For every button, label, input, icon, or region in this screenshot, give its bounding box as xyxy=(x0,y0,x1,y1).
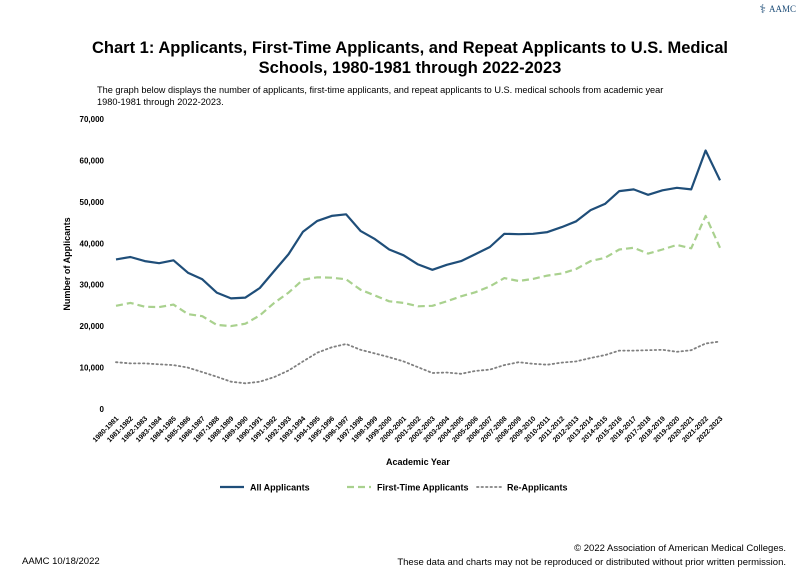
footer-date: AAMC 10/18/2022 xyxy=(22,556,100,567)
aamc-logo: ⚕ AAMC xyxy=(759,2,796,16)
legend-label: Re-Applicants xyxy=(507,483,568,493)
y-tick-label: 50,000 xyxy=(80,198,105,207)
logo-text: AAMC xyxy=(768,4,796,14)
y-tick-label: 10,000 xyxy=(80,364,105,373)
y-tick-label: 0 xyxy=(100,405,105,414)
y-tick-label: 40,000 xyxy=(80,239,105,248)
chart-subtitle: The graph below displays the number of a… xyxy=(97,85,664,107)
y-tick-label: 30,000 xyxy=(80,281,105,290)
caduceus-icon: ⚕ xyxy=(759,2,766,16)
chart-title: Chart 1: Applicants, First-Time Applican… xyxy=(92,39,728,77)
x-axis-title: Academic Year xyxy=(386,457,450,467)
footer-copyright-block: © 2022 Association of American Medical C… xyxy=(397,542,786,570)
y-tick-label: 20,000 xyxy=(80,322,105,331)
y-tick-label: 70,000 xyxy=(80,115,105,124)
series-line-first-time-applicants xyxy=(115,214,722,328)
legend-label: First-Time Applicants xyxy=(377,483,469,493)
legend-label: All Applicants xyxy=(250,483,310,493)
permission-notice: These data and charts may not be reprodu… xyxy=(397,557,786,568)
y-axis-title: Number of Applicants xyxy=(62,217,72,310)
series-line-re-applicants xyxy=(115,340,721,385)
y-tick-label: 60,000 xyxy=(80,156,105,165)
series-line-all-applicants xyxy=(115,149,721,300)
copyright-text: © 2022 Association of American Medical C… xyxy=(574,543,786,554)
